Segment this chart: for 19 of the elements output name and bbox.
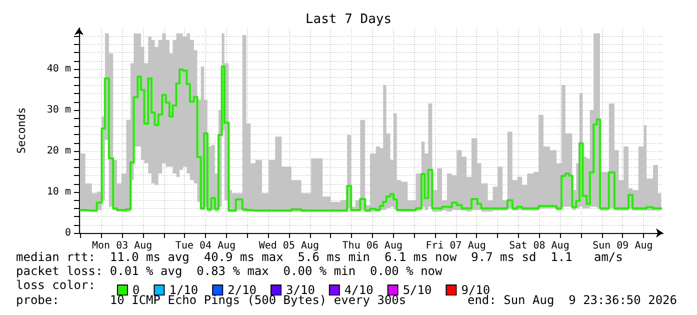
x-tick-label: Sun 09 Aug [592, 240, 653, 252]
text: median rtt: 11.0 ms avg 40.9 ms max 5.6 ms min 6.1 ms now 9.7 ms sd 1.1 am/s [16, 250, 623, 264]
x-tick-label: Thu 06 Aug [342, 240, 402, 252]
y-tick-label: 30 m [46, 104, 71, 116]
y-tick-label: 0 [64, 228, 71, 238]
x-tick-label: Wed 05 Aug [258, 240, 320, 252]
y-tick-label: 20 m [46, 146, 71, 156]
x-tick-label: Sat 08 Aug [509, 240, 570, 252]
x-tick-label: Fri 07 Aug [426, 240, 486, 252]
legend-title: loss color: [16, 278, 96, 292]
y-tick-label: 10 m [46, 186, 71, 198]
text: packet loss: 0.01 % avg 0.83 % max 0.00 % min 0.00 % now [16, 264, 444, 278]
y-tick-label: 40 m [46, 64, 71, 74]
y-axis-title: Seconds [15, 107, 28, 154]
legend-label: 4/10 [344, 283, 374, 297]
chart-title: Last 7 Days [305, 12, 392, 27]
x-tick-label: Tue 04 Aug [175, 240, 236, 252]
x-tick-label: Mon 03 Aug [92, 240, 152, 252]
legend-label: 5/10 [402, 283, 432, 297]
